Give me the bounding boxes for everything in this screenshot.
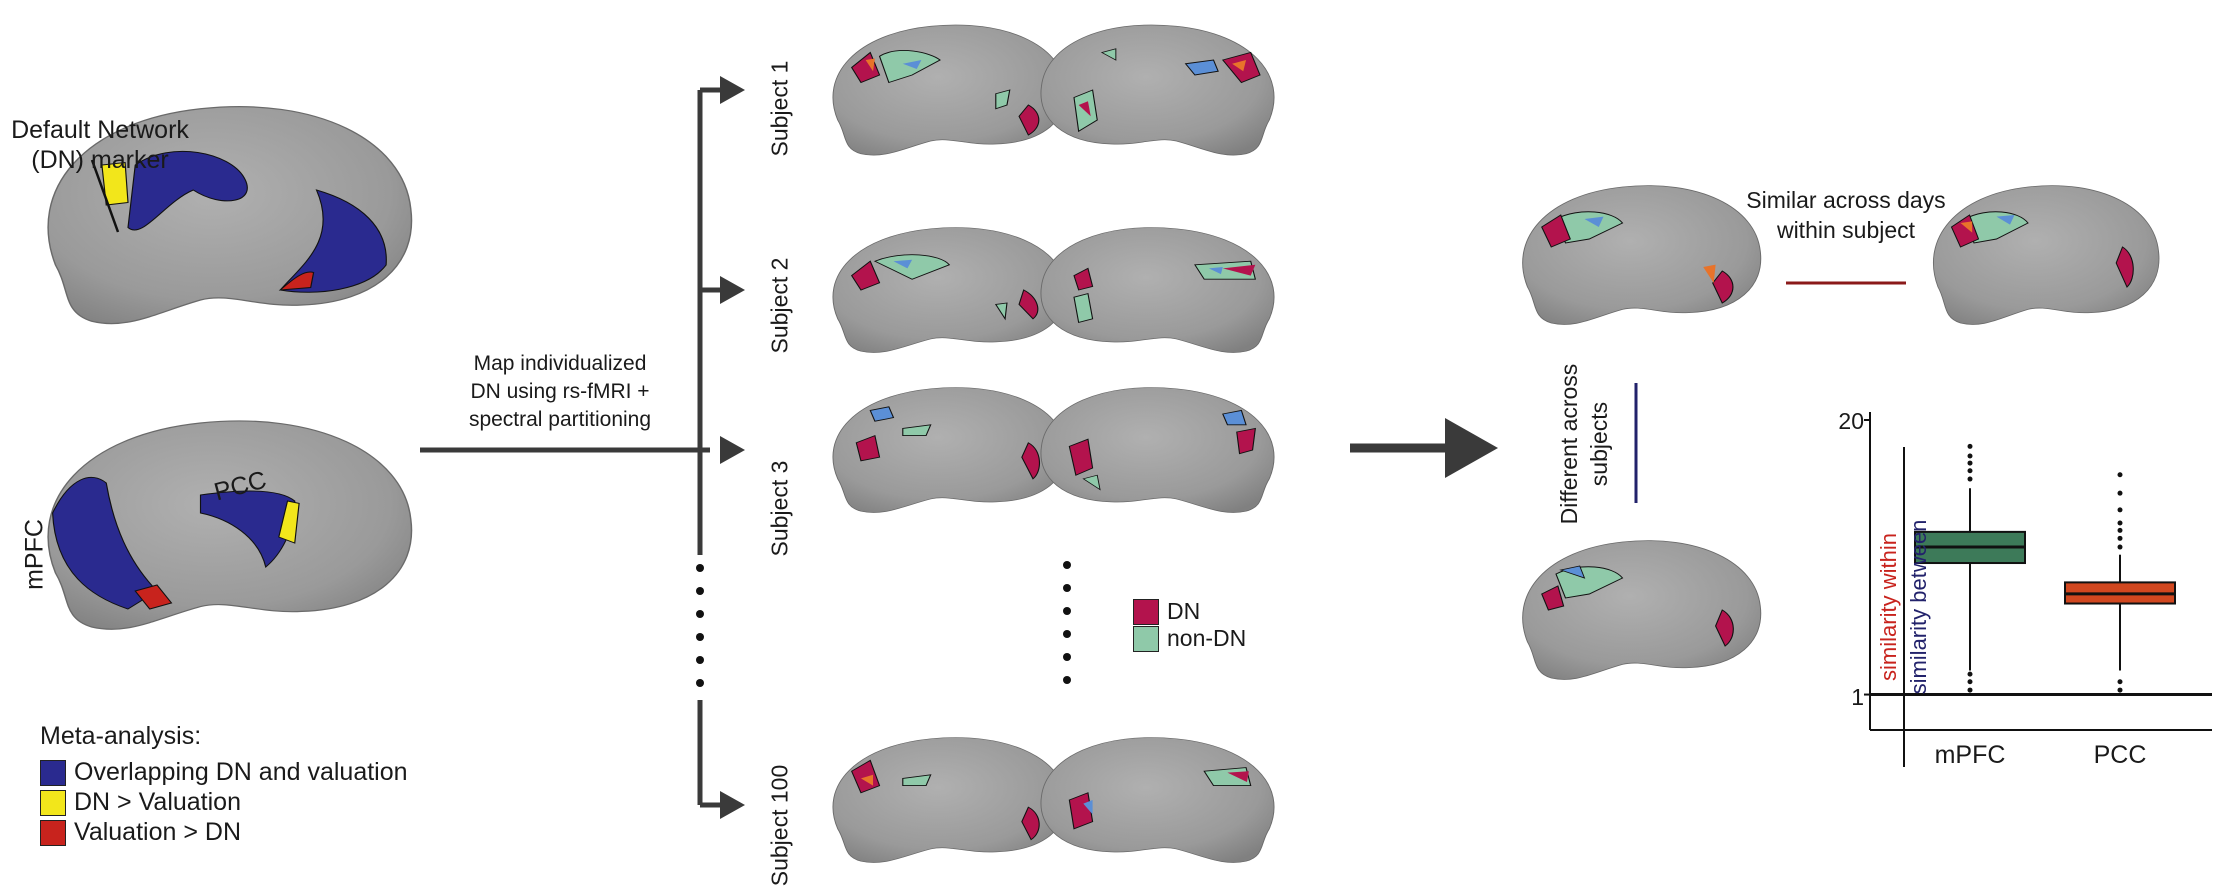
- pcc-outlier-1: [2117, 535, 2123, 541]
- dn-marker-label-line2: (DN) marker: [31, 146, 169, 174]
- legend-swatch-blue: [40, 759, 66, 786]
- xtick-mpfc: mPFC: [1934, 741, 2006, 769]
- subject-1-brains: [832, 24, 1275, 156]
- similar-label-line2: within subject: [1776, 217, 1916, 243]
- main-arrow: [1350, 418, 1498, 478]
- different-label-line2: subjects: [1586, 401, 1612, 487]
- branch-connector: [420, 87, 725, 808]
- subject-2-brains: [832, 227, 1275, 354]
- mpfc-outlier-7: [1967, 671, 1973, 677]
- mpfc-outlier-1: [1967, 468, 1973, 474]
- map-method-text: Map individualized DN using rs-fMRI + sp…: [430, 350, 690, 434]
- different-label: Different across subjects: [1554, 344, 1614, 544]
- mpfc-outlier-6: [1967, 679, 1973, 685]
- legend-item-non-dn: non-DN: [1133, 625, 1246, 652]
- right-brain-top-left: [1522, 185, 1762, 325]
- xtick-pcc: PCC: [2093, 741, 2147, 769]
- mpfc-outlier-5: [1967, 687, 1973, 693]
- legend-item-dn-gt-valuation: DN > Valuation: [40, 788, 241, 817]
- subject-3-label: Subject 3: [766, 460, 793, 557]
- legend-label-non-dn: non-DN: [1167, 625, 1247, 651]
- mpfc-outlier-2: [1967, 460, 1973, 466]
- dn-marker-pointer: [90, 159, 120, 233]
- ytick-1: 1: [1851, 684, 1864, 710]
- ytick-20: 20: [1838, 408, 1864, 434]
- ylabel-denominator: similarity between: [1903, 447, 1933, 767]
- legend-label-dn: DN: [1167, 598, 1201, 624]
- ylabel-numerator: similarity within: [1876, 533, 1901, 681]
- legend-swatch-dn: [1133, 598, 1159, 625]
- legend-swatch-non-dn: [1133, 625, 1159, 652]
- legend-label-overlap: Overlapping DN and valuation: [74, 758, 408, 786]
- vertical-ellipsis-middle: [1063, 561, 1071, 684]
- legend-swatch-yellow: [40, 789, 66, 816]
- subject-2-label: Subject 2: [766, 257, 793, 354]
- map-method-line3: spectral partitioning: [468, 408, 652, 431]
- dn-marker-label: Default Network (DN) marker: [0, 115, 200, 175]
- mpfc-outlier-3: [1967, 453, 1973, 459]
- mpfc-outlier-0: [1967, 476, 1973, 482]
- map-method-line1: Map individualized: [473, 352, 647, 375]
- legend-item-dn: DN: [1133, 598, 1200, 625]
- pcc-outlier-0: [2117, 544, 2123, 550]
- pcc-outlier-7: [2117, 687, 2123, 693]
- boxplot-ylabel: similarity within similarity between: [1875, 447, 1933, 767]
- pcc-outlier-5: [2117, 490, 2123, 496]
- mpfc-label: mPFC: [20, 519, 49, 590]
- right-brain-top-right: [1932, 185, 2160, 325]
- dn-marker-label-line1: Default Network: [11, 116, 189, 144]
- legend-item-overlap: Overlapping DN and valuation: [40, 758, 408, 787]
- subject-1-label: Subject 1: [766, 60, 793, 157]
- legend-label-valuation-gt-dn: Valuation > DN: [74, 818, 241, 846]
- pcc-outlier-6: [2117, 472, 2123, 478]
- pcc-outlier-8: [2117, 679, 2123, 685]
- pcc-outlier-2: [2117, 527, 2123, 533]
- meta-analysis-title: Meta-analysis:: [40, 722, 202, 750]
- pcc-outlier-3: [2117, 520, 2123, 526]
- different-label-line1: Different across: [1556, 363, 1582, 525]
- map-method-line2: DN using rs-fMRI +: [470, 380, 650, 403]
- right-brain-bottom: [1522, 540, 1762, 680]
- subject-100-label: Subject 100: [766, 764, 793, 887]
- subject-3-brains: [832, 387, 1275, 514]
- vertical-ellipsis-left: [696, 564, 704, 687]
- subject-100-brains: [832, 737, 1275, 864]
- legend-label-dn-gt-valuation: DN > Valuation: [74, 788, 241, 816]
- template-brain-medial: [47, 420, 413, 630]
- boxplot: [1864, 412, 2212, 731]
- mpfc-outlier-4: [1967, 443, 1973, 449]
- legend-swatch-red: [40, 819, 66, 846]
- legend-item-valuation-gt-dn: Valuation > DN: [40, 818, 241, 847]
- template-brain-lateral: [47, 105, 413, 325]
- branch-arrowheads: [720, 76, 745, 819]
- similar-label-line1: Similar across days: [1746, 187, 1946, 213]
- similar-label: Similar across days within subject: [1706, 185, 1986, 245]
- pcc-outlier-4: [2117, 507, 2123, 513]
